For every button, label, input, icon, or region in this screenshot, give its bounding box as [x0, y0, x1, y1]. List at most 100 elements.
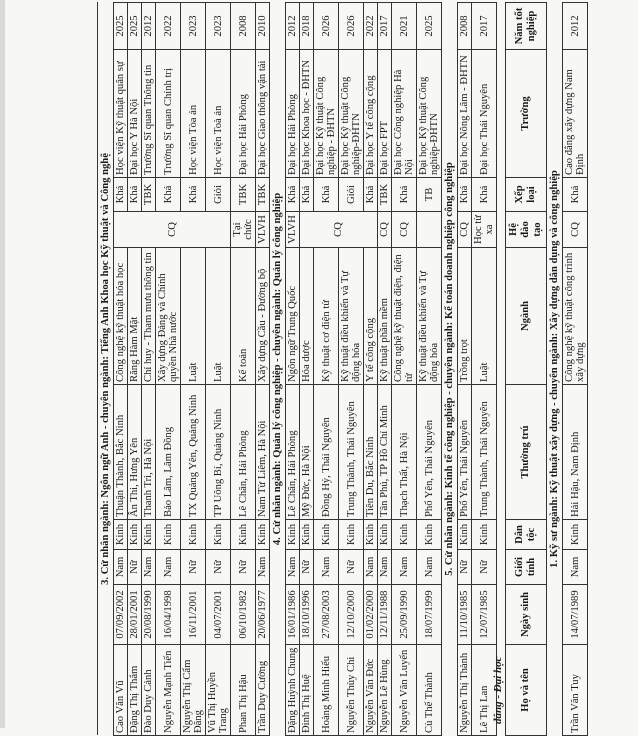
cell-rank: Khá — [391, 177, 417, 212]
cell-school: Trường Sĩ quan Chính trị — [155, 49, 181, 178]
cell-dob: 18/07/1999 — [416, 584, 442, 645]
cell-year: 2022 — [363, 2, 378, 50]
cell-name: Nguyễn Thị Cẩm Đăng — [180, 644, 206, 736]
cell-school: Đại học Kỹ thuật Công nghiệp-ĐHTN — [416, 49, 442, 178]
cell-dob: 27/08/2003 — [313, 584, 339, 645]
cell-major: Xây dựng Cầu - Đường bộ — [255, 247, 270, 385]
cell-gender: Nam — [562, 549, 588, 585]
cell-major: Luật — [471, 247, 497, 385]
cell-ethnic: Kinh — [155, 519, 181, 550]
cell-name: Nguyễn Mạnh Tiến — [155, 644, 181, 736]
cell-year: 2023 — [180, 2, 206, 50]
cell-mode: CQ — [113, 211, 231, 248]
table-row: Trần Duy Cường 20/06/1977 Nam Kinh Nam Từ Li… — [255, 2, 270, 736]
cell-dob: 16/11/2001 — [180, 584, 206, 645]
cell-ethnic: Kinh — [205, 519, 231, 550]
cell-address: Ân Thi, Hưng Yên — [127, 384, 142, 520]
cell-gender: Nữ — [338, 549, 364, 585]
cell-gender: Nữ — [127, 549, 142, 585]
cell-ethnic: Kinh — [377, 519, 392, 550]
cell-school: Đại học FPT — [377, 49, 392, 178]
header-row: Họ và tên Ngày sinh Giới tính Dân tộc Th… — [505, 2, 547, 736]
cell-ethnic: Kinh — [230, 519, 256, 550]
table-row: Nguyễn Lê Hùng 12/11/1988 Nam Kinh Tân Phú, … — [377, 2, 392, 736]
cell-year: 2025 — [416, 2, 442, 50]
cell-year: 2012 — [285, 2, 300, 50]
cell-ethnic: Kinh — [363, 519, 378, 550]
section-heading: 5. Cử nhân ngành: Kinh tế công nghiệp - … — [441, 2, 458, 736]
cell-gender: Nữ — [471, 549, 497, 585]
cell-gender: Nam — [377, 549, 392, 585]
graduates-table-1: 3. Cử nhân ngành: Ngôn ngữ Anh - chuyên … — [97, 2, 497, 736]
cell-gender: Nữ — [457, 549, 472, 585]
section-title: đẳng - Đại học — [492, 656, 504, 724]
cell-dob: 20/08/1990 — [141, 584, 156, 645]
cell-year: 2012 — [562, 2, 588, 50]
cell-rank: Khá — [471, 177, 497, 212]
cell-dob: 01/02/2000 — [363, 584, 378, 645]
cell-name: Cao Văn Vũ — [113, 644, 128, 736]
cell-dob: 04/07/2001 — [205, 584, 231, 645]
cell-ethnic: Kinh — [471, 519, 497, 550]
cell-school: Đại học Khoa học - ĐHTN — [299, 49, 314, 178]
cell-rank: TBK — [255, 177, 270, 212]
cell-rank: TB — [416, 177, 442, 212]
cell-major: Y tế công cộng — [363, 247, 378, 385]
cell-gender: Nữ — [230, 549, 256, 585]
table-row: Nguyễn Văn Đức 01/02/2000 Nam Kinh Tiên Du, … — [363, 2, 378, 736]
cell-ethnic: Kinh — [391, 519, 417, 550]
cell-ethnic: Kinh — [457, 519, 472, 550]
cell-name: Nguyễn Văn Đức — [363, 644, 378, 736]
cell-gender: Nam — [391, 549, 417, 585]
cell-mode: VLVH — [255, 211, 270, 248]
cell-year: 2026 — [313, 2, 339, 50]
cell-mode: CQ — [457, 211, 472, 248]
cell-gender: Nam — [313, 549, 339, 585]
cell-gender: Nam — [113, 549, 128, 585]
cell-ethnic: Kinh — [180, 519, 206, 550]
header-ethnic: Dân tộc — [505, 519, 547, 550]
cell-rank: Khá — [113, 177, 128, 212]
cell-address: Mỹ Đức, Hà Nội — [299, 384, 314, 520]
cell-year: 2021 — [391, 2, 417, 50]
cell-name: Nguyễn Lê Hùng — [377, 644, 392, 736]
cell-gender: Nam — [416, 549, 442, 585]
table-row: Cù Thế Thành 18/07/1999 Nam Kinh Phổ Yên, Th… — [416, 2, 442, 736]
cell-rank: Giỏi — [205, 177, 231, 212]
section-heading-row: 4. Cử nhân ngành: Quản lý công nghiệp - … — [269, 2, 286, 736]
cell-rank: Khá — [127, 177, 142, 212]
table-row: Nguyễn Thị Thành 11/10/1985 Nữ Kinh Phổ Yên,… — [457, 2, 472, 736]
scan-edge — [0, 0, 5, 728]
cell-ethnic: Kinh — [313, 519, 339, 550]
cell-dob: 16/04/1998 — [155, 584, 181, 645]
cell-rank: Khá — [285, 177, 300, 212]
cell-name: Đặng Huỳnh Chung — [285, 644, 300, 736]
cell-address: Thanh Trì, Hà Nội — [141, 384, 156, 520]
cell-mode — [416, 211, 442, 248]
cell-ethnic: Kinh — [127, 519, 142, 550]
cell-major: Luật — [205, 247, 231, 385]
cell-school: Đại học Thái Nguyên — [471, 49, 497, 178]
cell-name: Hoàng Minh Hiếu — [313, 644, 339, 736]
cell-name: Nguyễn Thị Thành — [457, 644, 472, 736]
cell-year: 2025 — [127, 2, 142, 50]
header-year: Năm tốt nghiệp — [505, 2, 547, 50]
cell-year: 2012 — [141, 2, 156, 50]
graduates-table-2: Họ và tên Ngày sinh Giới tính Dân tộc Th… — [505, 2, 588, 736]
cell-school: Đại học Nông Lâm - ĐHTN — [457, 49, 472, 178]
cell-ethnic: Kinh — [562, 519, 588, 550]
cell-dob: 07/09/2002 — [113, 584, 128, 645]
cell-major: Chỉ huy - Tham mưu thông tin — [141, 247, 156, 385]
header-school: Trường — [505, 49, 547, 178]
table-row: Nguyễn Văn Luyến 25/09/1990 Nam Kinh Thạch T… — [391, 2, 417, 736]
cell-major: Hóa dược — [299, 247, 314, 385]
section-heading: 3. Cử nhân ngành: Ngôn ngữ Anh - chuyên … — [97, 2, 114, 736]
cell-address: Tân Phú, TP Hồ Chí Minh — [377, 384, 392, 520]
cell-name: Trần Văn Tuy — [562, 644, 588, 736]
cell-gender: Nữ — [180, 549, 206, 585]
cell-gender: Nam — [255, 549, 270, 585]
cell-address: Lê Chân, Hải Phòng — [285, 384, 300, 520]
table-row: Đinh Thị Huệ 18/10/1996 Nữ Kinh Mỹ Đức, Hà N… — [299, 2, 378, 736]
cell-year: 2022 — [155, 2, 181, 50]
table-row: Lê Thị Lan 12/07/1985 Nữ Kinh Trung Thành, T… — [471, 2, 497, 736]
